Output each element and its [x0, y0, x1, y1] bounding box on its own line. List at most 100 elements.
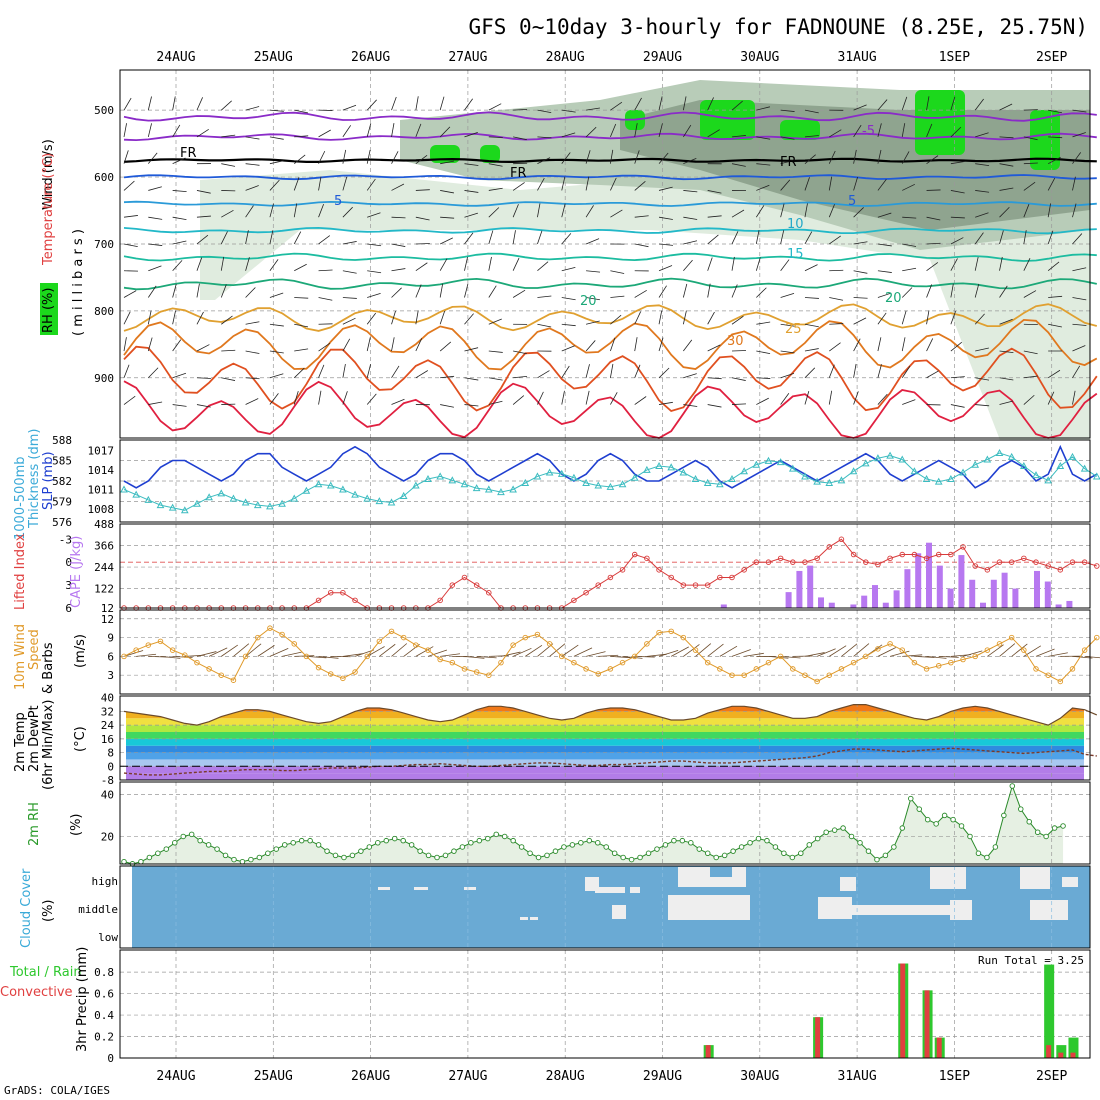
wind-speed-point	[631, 653, 638, 660]
wind-barb	[318, 129, 331, 138]
wind-barb	[853, 270, 868, 274]
precip-total-bar	[1068, 1037, 1079, 1058]
lifted-index-point	[887, 555, 893, 562]
wind-barb	[196, 377, 211, 379]
wind-barb	[391, 243, 406, 247]
wind-speed-point	[461, 666, 468, 672]
wind-frame	[119, 609, 1091, 695]
slp-point	[861, 459, 870, 467]
slp-point	[1092, 472, 1100, 480]
wind-speed-point	[1094, 634, 1100, 641]
lifted-index-point	[692, 582, 699, 588]
slp-line	[123, 452, 1098, 511]
wind-speed-point	[1021, 647, 1027, 653]
rh2m-point	[400, 837, 406, 844]
lifted-index-point	[704, 582, 711, 588]
axis-tick-label: 6	[107, 650, 114, 663]
wind-speed-point	[948, 659, 954, 666]
wind-barb	[804, 177, 810, 191]
wind-barb	[464, 283, 469, 298]
wind-barb	[804, 323, 819, 328]
wind-barb	[488, 163, 503, 167]
cape-bar	[1044, 581, 1051, 608]
slp-point	[630, 473, 639, 481]
wind-barb	[1023, 350, 1038, 355]
cloud-unit-label: (%)	[41, 900, 56, 923]
wind-barb	[707, 97, 714, 111]
axis-tick-label: 244	[94, 561, 114, 574]
wind-barb	[196, 128, 209, 138]
wind-barb	[975, 190, 990, 193]
wind-barb	[1072, 152, 1082, 164]
slp-point	[509, 485, 517, 493]
contour-label: 20	[885, 291, 902, 306]
wind-barb	[318, 390, 322, 405]
slp-point	[363, 494, 372, 502]
lifted-index-point	[486, 589, 492, 596]
wind-barb	[610, 392, 618, 405]
wind-barb	[269, 323, 284, 327]
wind-barb	[585, 126, 597, 138]
isotherm-line	[123, 252, 1097, 262]
wind-barb	[464, 377, 479, 381]
lifted-index-point	[1045, 563, 1051, 569]
wind-barb-surface	[306, 655, 327, 659]
wind-barb	[731, 284, 738, 298]
rh2m-point	[941, 812, 948, 819]
millibars-axis-label: ( m i l l i b a r s )	[71, 229, 86, 336]
wind-barb	[780, 292, 795, 298]
rh2m-point	[654, 846, 660, 852]
wind-barb-surface	[671, 646, 689, 657]
wind-barb	[512, 182, 525, 191]
wind-barb	[269, 109, 284, 112]
wind-speed-point	[510, 642, 516, 648]
credit-label: GrADS: COLA/IGES	[4, 1084, 110, 1097]
wind-barb	[269, 160, 284, 165]
wind-barb	[926, 155, 939, 164]
wind-barb	[123, 337, 127, 352]
wind-barb	[634, 243, 649, 248]
wind-speed-point	[121, 653, 127, 660]
temp-label-3: (6hr Min/Max)	[41, 700, 56, 790]
wind-barb	[440, 375, 455, 379]
wind-barb	[901, 123, 906, 137]
wind-barb	[172, 260, 183, 271]
wind-barb-surface	[391, 643, 408, 657]
wind-barb	[999, 187, 1014, 191]
precip-convective-bar	[1058, 1052, 1064, 1058]
axis-tick-label: 9	[107, 632, 114, 645]
rh2m-point	[781, 850, 787, 857]
rh2m-point	[138, 858, 144, 865]
slp-axis-label: SLP (mb)	[41, 451, 56, 510]
slp-point	[484, 485, 493, 493]
cloud-cell	[930, 867, 966, 889]
wind-barb	[804, 297, 819, 299]
wind-speed-point	[534, 631, 541, 638]
wind-barb	[707, 234, 719, 245]
cloud-cell	[595, 887, 625, 893]
wind-barb	[172, 96, 176, 111]
wind-barb	[123, 311, 131, 325]
wind-barb	[391, 96, 397, 111]
wind-barb	[440, 216, 455, 219]
slp-point	[643, 465, 651, 473]
lifted-index-point	[352, 597, 358, 604]
wind-barb	[926, 370, 939, 379]
rh2m-point	[721, 852, 728, 859]
wind-barb	[658, 152, 669, 164]
wind-barb	[804, 367, 816, 379]
slp-point	[703, 478, 712, 486]
wind-barb	[634, 337, 638, 352]
wind-barb	[999, 318, 1013, 325]
wind-barb	[731, 135, 746, 138]
wind-barb	[877, 337, 882, 352]
wind-barb	[537, 391, 544, 405]
lifted-index-point	[644, 555, 650, 562]
wind-barb-surface	[744, 652, 764, 657]
rh2m-point	[984, 854, 990, 861]
wind-barb	[196, 283, 200, 298]
wind-speed-point	[741, 672, 747, 678]
wind-barb	[391, 365, 400, 378]
wind-barb	[245, 230, 249, 245]
